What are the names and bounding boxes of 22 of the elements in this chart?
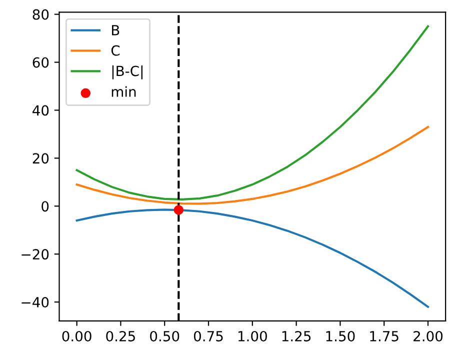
y-tick-label: 0 [42, 201, 49, 212]
y-tick-label: 80 [32, 9, 49, 20]
line-series [76, 126, 430, 205]
x-tick-label: 0.25 [106, 330, 135, 342]
legend-label: B [112, 25, 120, 36]
y-tick-label: 60 [32, 57, 49, 68]
y-tick-label: −40 [22, 297, 49, 308]
y-tick-label: 40 [32, 105, 49, 116]
x-tick-label: 1.75 [370, 331, 398, 342]
x-tick-label: 1.00 [238, 330, 267, 342]
x-tick-label: 1.50 [326, 330, 355, 342]
legend-label: |B-C| [112, 65, 142, 80]
legend-label: C [111, 45, 120, 56]
x-tick-label: 2.00 [414, 330, 443, 342]
line-series [76, 25, 430, 200]
x-tick-label: 0.50 [150, 330, 180, 342]
y-tick-label: 20 [32, 153, 49, 164]
legend-label: min [112, 86, 136, 97]
y-tick-label: −20 [22, 249, 49, 260]
x-tick-label: 1.25 [282, 330, 311, 342]
x-tick-label: 0.00 [62, 330, 92, 342]
x-tick-label: 0.75 [194, 330, 223, 342]
